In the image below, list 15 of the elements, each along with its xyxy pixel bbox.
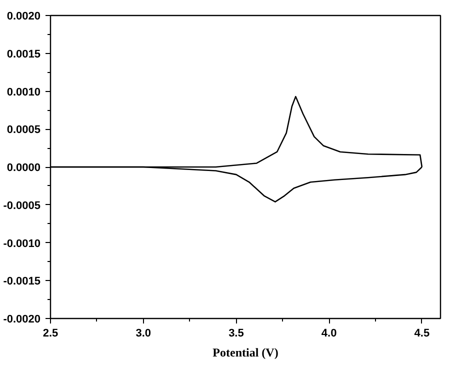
y-tick-label: -0.0020 [3, 314, 41, 326]
y-tick-label: 0.0010 [6, 86, 41, 98]
x-tick-label: 4.5 [414, 328, 430, 340]
y-tick-label: -0.0015 [3, 276, 41, 288]
x-tick-label: 3.0 [136, 328, 152, 340]
y-tick-label: -0.0005 [3, 200, 41, 212]
y-tick-label: -0.0010 [3, 238, 41, 250]
y-tick-label: 0.0005 [6, 124, 41, 136]
x-tick-label: 3.5 [228, 328, 244, 340]
x-tick-label: 4.0 [321, 328, 337, 340]
x-tick-label: 2.5 [42, 328, 58, 340]
y-tick-label: 0.0015 [6, 48, 41, 60]
x-axis-title: Potential (V) [212, 346, 278, 360]
y-tick-label: 0.0020 [6, 10, 41, 22]
y-tick-label: 0.0000 [6, 162, 41, 174]
